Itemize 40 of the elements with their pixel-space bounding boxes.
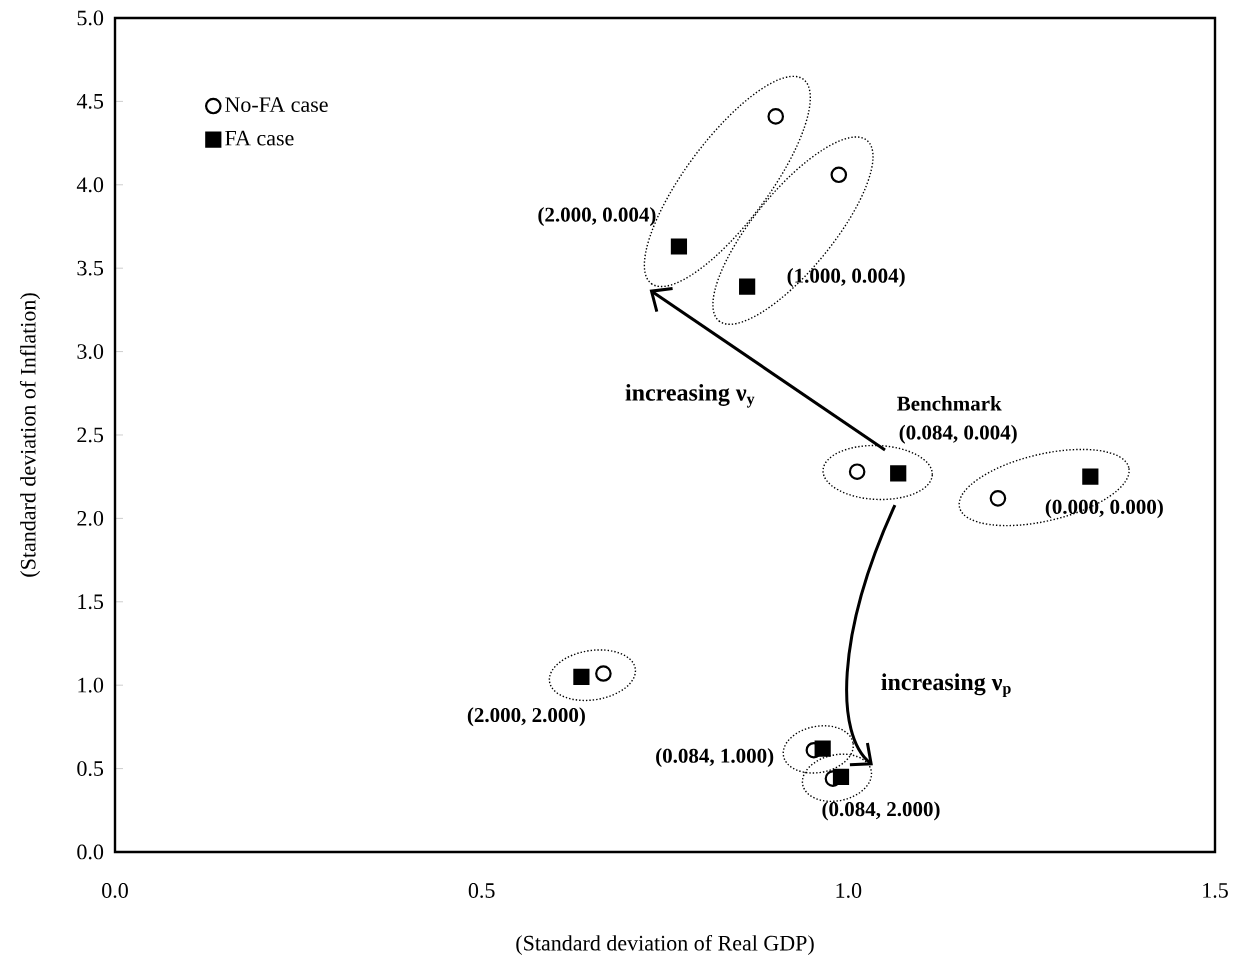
y-tick-label: 4.0	[76, 177, 104, 193]
point	[595, 665, 612, 682]
point	[1082, 468, 1099, 485]
legend-label: FA case	[225, 130, 294, 146]
annotation: Benchmark	[897, 395, 1002, 411]
y-tick-label: 4.5	[76, 94, 104, 109]
legend-label: No-FA case	[225, 97, 328, 113]
point	[890, 465, 907, 482]
y-axis-title: (Standard deviation of Inflation)	[19, 293, 41, 577]
y-tick-label: 3.0	[77, 344, 104, 360]
x-axis-title: (Standard deviation of Real GDP)	[516, 934, 814, 956]
annotation: increasing ν$_{y}$	[625, 383, 755, 408]
point	[767, 108, 785, 125]
y-tick-label: 1.5	[78, 594, 104, 610]
x-tick-label: 0.0	[102, 883, 128, 898]
y-tick-label: 1.0	[78, 677, 104, 693]
y-tick-label: 5.0	[77, 10, 104, 26]
y-tick-label: 0.0	[77, 844, 104, 860]
annotation: (0.084, 0.004)	[899, 424, 1017, 444]
point	[830, 166, 848, 184]
annotation: increasing ν$_{p}$	[881, 673, 1011, 698]
annotation: (1.000, 0.004)	[787, 268, 905, 288]
annotation: (0.000, 0.000)	[1045, 499, 1163, 519]
annotation: (0.084, 1.000)	[656, 748, 774, 768]
x-tick-label: 1.5	[1203, 883, 1228, 898]
y-tick-label: 3.5	[77, 260, 104, 276]
x-tick-label: 0.5	[468, 883, 495, 898]
annotation: (2.000, 0.004)	[538, 207, 656, 226]
point	[848, 463, 866, 480]
point	[573, 668, 590, 685]
y-tick-label: 2.5	[77, 427, 104, 443]
annotation: (2.000, 2.000)	[467, 707, 585, 727]
point	[739, 278, 756, 295]
annotation: (0.084, 2.000)	[822, 801, 940, 821]
point	[989, 490, 1007, 507]
y-tick-label: 2.0	[77, 510, 104, 526]
point	[670, 238, 688, 255]
point	[814, 740, 831, 757]
y-tick-label: 0.5	[77, 761, 104, 777]
x-tick-label: 1.0	[836, 883, 862, 898]
